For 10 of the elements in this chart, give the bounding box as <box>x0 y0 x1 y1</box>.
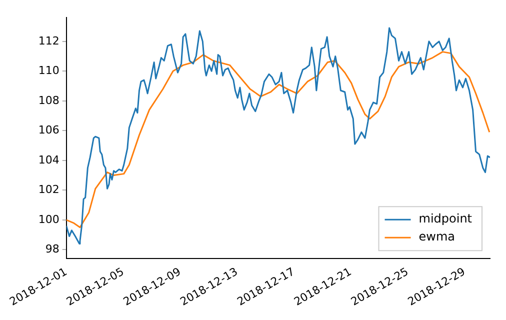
y-tick-label: 112 <box>38 34 60 48</box>
y-tick-label: 104 <box>38 153 60 166</box>
y-tick-label: 98 <box>45 242 60 256</box>
y-tick-label: 108 <box>38 94 60 107</box>
y-tick-label: 110 <box>38 64 60 78</box>
y-tick-label: 102 <box>38 183 60 196</box>
y-tick-label: 100 <box>38 212 60 226</box>
legend-label: midpoint <box>418 212 472 226</box>
legend-label: ewma <box>418 230 456 244</box>
y-tick-label: 106 <box>38 124 60 137</box>
